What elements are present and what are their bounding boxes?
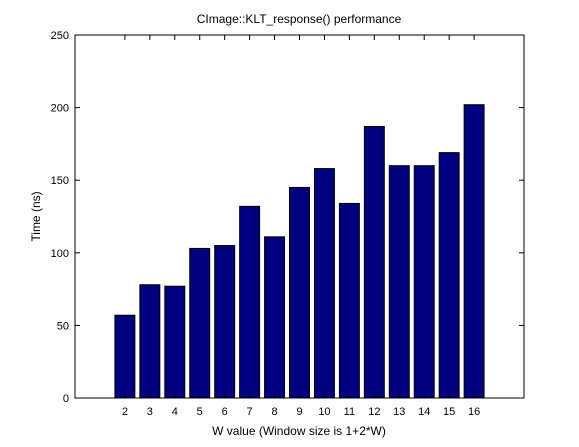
y-axis-label: Time (ns) [29,191,43,241]
bar-w-11 [338,202,360,399]
bar-w-9 [289,186,310,399]
x-tick-label: 4 [172,406,178,418]
bar-w-15 [438,152,460,399]
x-tick-label: 8 [271,406,277,418]
x-tick-label: 3 [147,406,153,418]
bar-w-2 [114,314,136,399]
chart-title: CImage::KLT_response() performance [197,12,402,26]
bar-w-6 [214,245,236,399]
x-tick-label: 14 [418,406,430,418]
y-tick-label: 250 [51,30,69,42]
bar-w-7 [239,205,261,399]
bar-w-16 [463,104,485,399]
x-tick-label: 7 [247,406,253,418]
bar-w-10 [313,168,335,399]
bar-w-13 [388,165,410,399]
y-tick-label: 0 [63,393,69,405]
bar-w-14 [413,165,435,399]
x-tick-label: 6 [222,406,228,418]
x-axis-label: W value (Window size is 1+2*W) [212,424,386,438]
x-tick-label: 12 [368,406,380,418]
y-tick-label: 100 [51,248,69,260]
bar-w-8 [264,236,286,399]
x-tick-label: 9 [296,406,302,418]
x-tick-label: 5 [197,406,203,418]
x-tick-label: 10 [318,406,330,418]
x-axis-ticks: 2 3 4 5 6 7 8 9 10 11 12 13 14 15 16 [122,35,480,418]
x-tick-label: 15 [443,406,455,418]
y-tick-label: 150 [51,175,69,187]
bar-w-5 [189,247,211,399]
x-tick-label: 2 [122,406,128,418]
x-tick-label: 11 [344,406,355,418]
y-tick-label: 200 [51,103,69,115]
bar-w-4 [164,285,186,399]
bar-w-12 [363,125,385,399]
x-tick-label: 13 [393,406,405,418]
bars-layer [114,104,485,399]
y-axis-ticks: 0 50 100 150 200 250 [51,30,524,405]
x-tick-label: 16 [468,406,480,418]
y-tick-label: 50 [57,320,69,332]
bar-w-3 [139,284,161,399]
